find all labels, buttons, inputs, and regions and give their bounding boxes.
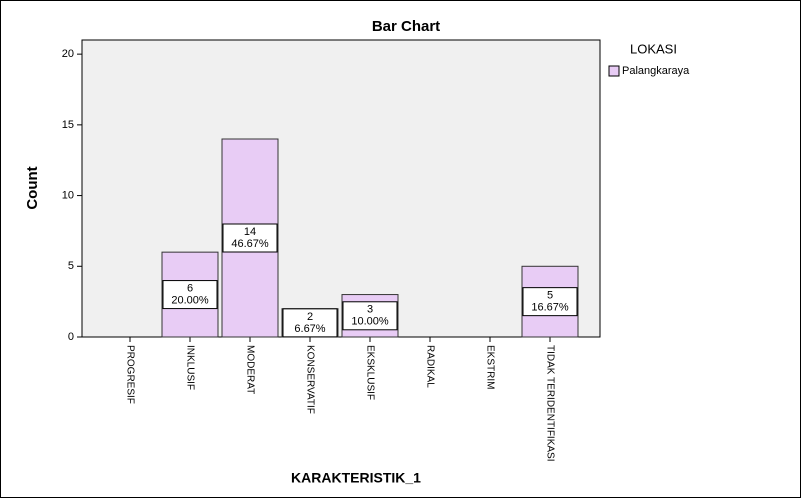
- x-tick-label: EKSTRIM: [484, 345, 495, 389]
- data-label-box: [522, 287, 578, 317]
- data-label-percent: 10.00%: [351, 316, 389, 328]
- data-label-box: [162, 280, 218, 310]
- y-axis-label: Count: [24, 166, 41, 209]
- data-label-count: 14: [244, 226, 256, 238]
- data-label-box: [282, 308, 338, 338]
- y-tick-label: 0: [68, 331, 74, 343]
- y-tick-label: 5: [68, 260, 74, 272]
- data-label-percent: 16.67%: [531, 302, 569, 314]
- x-tick-label: INKLUSIF: [184, 345, 195, 390]
- x-tick-label: RADIKAL: [424, 345, 435, 388]
- y-tick-label: 20: [62, 48, 74, 60]
- x-tick-label: TIDAK TERIDENTIFIKASI: [544, 345, 555, 462]
- y-tick-label: 15: [62, 119, 74, 131]
- data-label-count: 2: [307, 311, 313, 323]
- data-label-count: 6: [187, 282, 193, 294]
- y-tick-label: 10: [62, 189, 74, 201]
- legend-label: Palangkaraya: [622, 65, 690, 77]
- x-tick-label: EKSKLUSIF: [364, 345, 375, 400]
- data-label-count: 3: [367, 304, 373, 316]
- data-label-box: [222, 223, 278, 253]
- chart-title: Bar Chart: [372, 18, 440, 35]
- data-label-percent: 6.67%: [294, 323, 325, 335]
- data-label-box: [342, 301, 398, 331]
- x-tick-label: KONSERVATIF: [304, 345, 315, 414]
- legend-swatch: [608, 65, 620, 77]
- x-tick-label: MODERAT: [244, 345, 255, 394]
- x-axis-label: KARAKTERISTIK_1: [291, 470, 421, 486]
- x-tick-label: PROGRESIF: [124, 345, 135, 404]
- data-label-count: 5: [547, 290, 553, 302]
- data-label-percent: 46.67%: [231, 238, 269, 250]
- data-label-percent: 20.00%: [171, 294, 209, 306]
- legend-title: LOKASI: [630, 41, 677, 56]
